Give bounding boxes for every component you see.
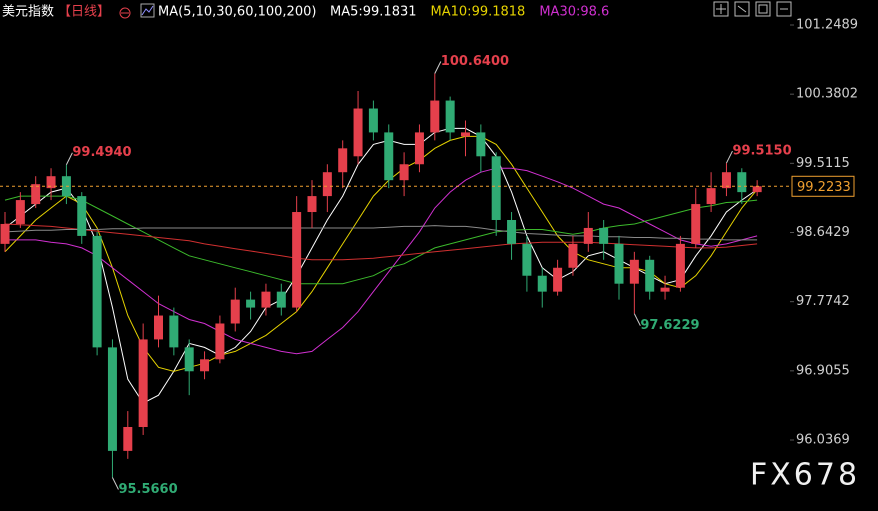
indicator: MA(5,10,30,60,100,200) xyxy=(158,5,316,20)
candle-body xyxy=(307,196,317,213)
candle-body xyxy=(476,132,486,157)
candle-body xyxy=(645,259,655,292)
annotation-leader xyxy=(112,477,119,490)
ma-line xyxy=(4,223,758,261)
low-label: 95.5660 xyxy=(118,482,177,497)
y-tick-label: 98.6429 xyxy=(796,225,850,240)
candle-body xyxy=(721,172,731,189)
candle-body xyxy=(353,108,363,157)
candle-body xyxy=(445,100,455,133)
ma-line xyxy=(4,225,758,241)
tool-button[interactable] xyxy=(776,1,792,17)
candle-body xyxy=(368,108,378,133)
collapse-icon[interactable] xyxy=(119,7,131,19)
high-label: 100.6400 xyxy=(441,54,509,69)
period: 【日线】 xyxy=(58,5,110,20)
watermark: FX678 xyxy=(750,458,860,493)
candle-body xyxy=(276,291,286,308)
candle-body xyxy=(384,132,394,181)
candle-body xyxy=(184,347,194,372)
y-tick-label: 97.7742 xyxy=(796,294,850,309)
toolbar xyxy=(713,1,792,17)
legend-entry: MA10:99.1818 xyxy=(431,5,526,20)
candle-body xyxy=(614,243,624,284)
last-price-box xyxy=(791,175,855,197)
y-tick-label: 96.0369 xyxy=(796,432,850,447)
y-tick-label: 96.9055 xyxy=(796,363,850,378)
candle-body xyxy=(691,204,701,244)
candle-body xyxy=(338,148,348,173)
high-label: 99.4940 xyxy=(72,145,131,160)
candle-body xyxy=(107,347,117,451)
candle-body xyxy=(123,427,133,451)
candle-body xyxy=(430,100,440,133)
candle-body xyxy=(200,359,210,372)
candle-body xyxy=(230,299,240,324)
candle-body xyxy=(629,259,639,284)
candle-body xyxy=(522,243,532,276)
candle-body xyxy=(46,176,56,189)
candle-body xyxy=(0,223,10,244)
candle-body xyxy=(599,227,609,244)
candle-body xyxy=(553,267,563,292)
candle-body xyxy=(31,184,41,205)
tool-button[interactable] xyxy=(755,1,771,17)
candle-body xyxy=(92,235,102,348)
candle-body xyxy=(537,275,547,292)
y-tick-label: 99.5115 xyxy=(796,156,850,171)
candle-body xyxy=(138,339,148,428)
candle-body xyxy=(15,200,25,224)
y-tick-label: 100.3802 xyxy=(796,87,858,102)
candle-body xyxy=(752,186,762,193)
candle-body xyxy=(675,243,685,288)
candle-body xyxy=(414,132,424,165)
candle-body xyxy=(583,227,593,244)
candle-body xyxy=(215,323,225,360)
candle-body xyxy=(568,243,578,268)
annotation-leader xyxy=(65,152,73,165)
candle-body xyxy=(77,196,87,236)
plot: 101.2489 100.3802 99.5115 98.6429 97.7742 96.… xyxy=(0,18,858,497)
high-label: 99.5150 xyxy=(732,144,791,159)
candle-body xyxy=(660,287,670,292)
candle-body xyxy=(461,132,470,137)
indicator-icon[interactable] xyxy=(140,3,155,18)
annotation-leader xyxy=(633,313,641,326)
candle-body xyxy=(737,172,747,193)
annotation-leader xyxy=(434,61,442,74)
chart-title: 美元指数 xyxy=(2,5,54,20)
candle-body xyxy=(261,291,271,308)
candle-body xyxy=(154,315,163,340)
candle-body xyxy=(399,164,409,181)
ma-line xyxy=(4,195,758,285)
candle-body xyxy=(292,212,302,308)
tool-button[interactable] xyxy=(713,1,729,17)
last-price-label: 99.2233 xyxy=(797,180,851,195)
legend-entry: MA30:98.6 xyxy=(539,5,609,20)
candle-body xyxy=(322,172,332,197)
legend-entry: MA5:99.1831 xyxy=(330,5,417,20)
ma-line xyxy=(5,167,758,355)
low-label: 97.6229 xyxy=(640,318,699,333)
candle-body xyxy=(507,219,517,244)
candle-body xyxy=(169,315,179,348)
candle-body xyxy=(706,188,716,205)
candle-body xyxy=(491,156,501,220)
y-tick-label: 101.2489 xyxy=(796,18,858,33)
tool-button[interactable] xyxy=(734,1,750,17)
annotation-leader xyxy=(726,150,733,164)
candle-body xyxy=(246,299,256,308)
